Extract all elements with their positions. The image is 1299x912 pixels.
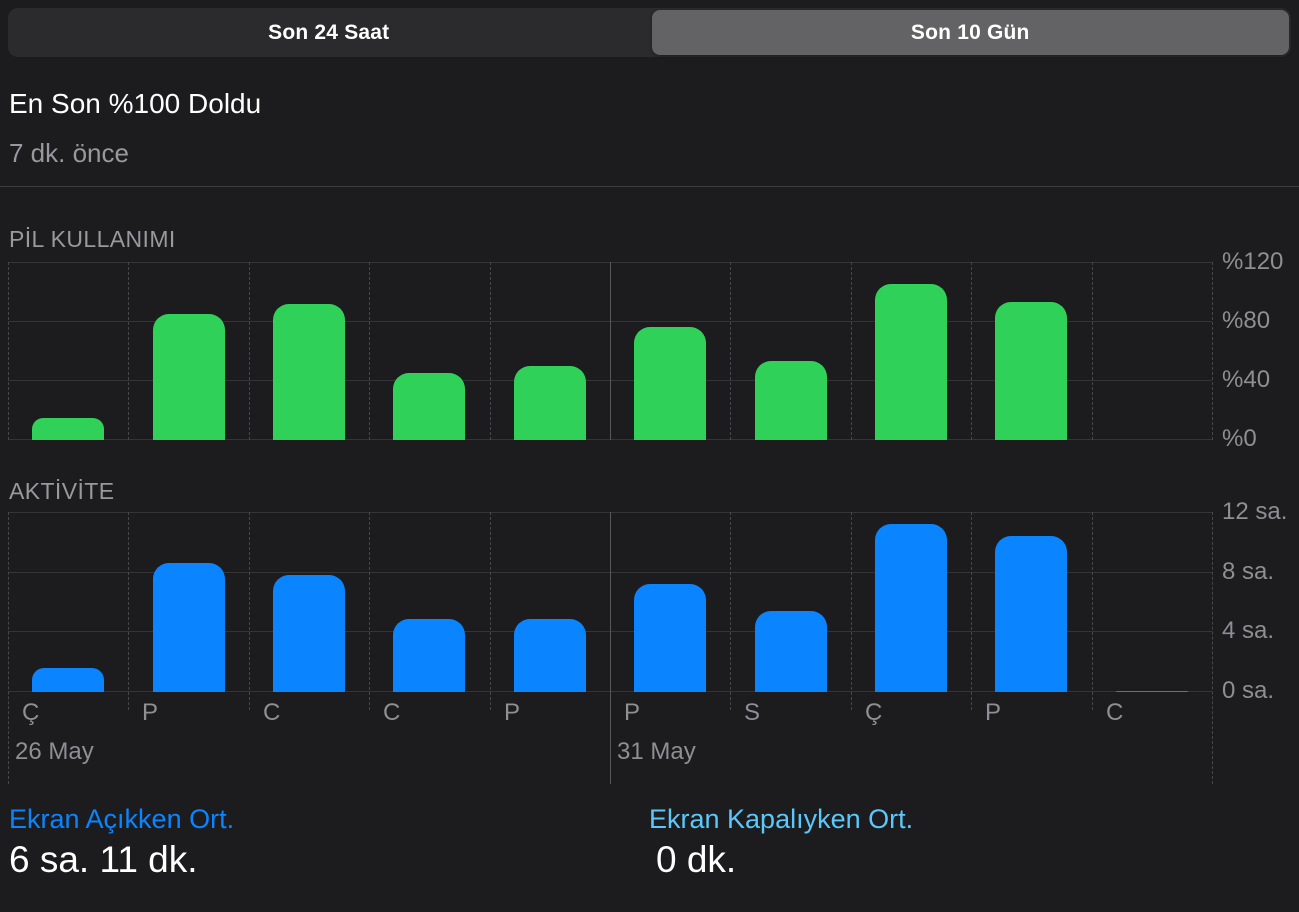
day-label-5: P <box>624 699 641 726</box>
segment-last-24-hours[interactable]: Son 24 Saat <box>268 20 390 44</box>
battery-column-gridline <box>490 262 491 440</box>
battery-ytick-label: %120 <box>1222 248 1284 275</box>
battery-bar-C[interactable] <box>393 373 465 440</box>
battery-usage-chart: %120 %80 %40 %0 <box>0 248 1299 452</box>
day-label-6: S <box>744 699 761 726</box>
activity-week-separator-line <box>610 512 611 784</box>
battery-column-gridline <box>369 262 370 440</box>
battery-bar-P[interactable] <box>995 302 1067 440</box>
activity-plot <box>8 512 1213 784</box>
activity-bar-Ç[interactable] <box>32 668 104 692</box>
activity-column-gridline <box>730 512 731 710</box>
battery-column-gridline <box>1212 262 1213 440</box>
day-label-4: P <box>504 699 521 726</box>
screen-on-average-value: 6 sa. 11 dk. <box>9 839 198 880</box>
activity-column-gridline <box>128 512 129 710</box>
battery-column-gridline <box>249 262 250 440</box>
battery-bar-P[interactable] <box>153 313 225 440</box>
battery-usage-section-title: PİL KULLANIMI <box>9 226 176 252</box>
battery-bar-P[interactable] <box>634 327 706 440</box>
day-label-8: P <box>985 699 1002 726</box>
x-axis-date-labels: 26 May 31 May <box>8 738 1212 768</box>
activity-column-gridline <box>249 512 250 710</box>
day-label-3: C <box>383 699 401 726</box>
activity-column-gridline <box>8 512 9 784</box>
day-label-0: Ç <box>22 699 40 726</box>
activity-column-gridline <box>490 512 491 710</box>
activity-ytick-label: 12 sa. <box>1222 498 1288 525</box>
activity-bar-C[interactable] <box>1116 690 1188 692</box>
segment-last-10-days[interactable]: Son 10 Gün <box>651 10 1289 55</box>
battery-column-gridline <box>730 262 731 440</box>
battery-column-gridline <box>1092 262 1093 440</box>
screen-on-average-label: Ekran Açıkken Ort. <box>9 804 235 834</box>
battery-ytick-label: %80 <box>1222 307 1271 334</box>
day-label-9: C <box>1106 699 1124 726</box>
battery-week-separator-line <box>610 262 611 440</box>
activity-bar-C[interactable] <box>393 618 465 692</box>
time-range-segmented-control: Son 24 Saat Son 10 Gün <box>8 8 1291 57</box>
activity-bar-P[interactable] <box>995 536 1067 692</box>
activity-bar-P[interactable] <box>634 584 706 692</box>
activity-column-gridline <box>1092 512 1093 710</box>
screen-off-average-value: 0 dk. <box>656 839 737 880</box>
battery-usage-plot <box>8 262 1213 440</box>
battery-column-gridline <box>8 262 9 440</box>
activity-section-title: AKTİVİTE <box>9 478 115 504</box>
battery-column-gridline <box>971 262 972 440</box>
battery-bar-S[interactable] <box>755 361 827 440</box>
battery-column-gridline <box>851 262 852 440</box>
activity-column-gridline <box>369 512 370 710</box>
last-charged-title: En Son %100 Doldu <box>9 88 262 119</box>
activity-bar-S[interactable] <box>755 611 827 692</box>
activity-bar-P[interactable] <box>514 618 586 692</box>
header-separator <box>0 186 1299 187</box>
activity-bar-C[interactable] <box>273 575 345 692</box>
day-label-2: C <box>263 699 281 726</box>
battery-ytick-label: %0 <box>1222 425 1257 452</box>
battery-bar-P[interactable] <box>514 365 586 440</box>
day-label-1: P <box>142 699 159 726</box>
last-charged-time: 7 dk. önce <box>9 138 129 168</box>
battery-bar-Ç[interactable] <box>32 417 104 440</box>
day-label-7: Ç <box>865 699 883 726</box>
date-label-0: 26 May <box>15 738 94 765</box>
activity-bar-Ç[interactable] <box>875 524 947 692</box>
screen-off-average-label: Ekran Kapalıyken Ort. <box>649 804 914 834</box>
activity-column-gridline <box>971 512 972 710</box>
activity-ytick-label: 0 sa. <box>1222 677 1275 704</box>
activity-ytick-label: 4 sa. <box>1222 617 1275 644</box>
battery-bar-Ç[interactable] <box>875 284 947 440</box>
activity-column-gridline <box>1212 512 1213 784</box>
activity-bar-P[interactable] <box>153 563 225 692</box>
activity-chart: 12 sa. 8 sa. 4 sa. 0 sa. <box>0 498 1299 784</box>
battery-column-gridline <box>128 262 129 440</box>
battery-bar-C[interactable] <box>273 303 345 440</box>
activity-ytick-label: 8 sa. <box>1222 558 1275 585</box>
date-label-1: 31 May <box>617 738 696 765</box>
activity-column-gridline <box>851 512 852 710</box>
battery-ytick-label: %40 <box>1222 366 1271 393</box>
